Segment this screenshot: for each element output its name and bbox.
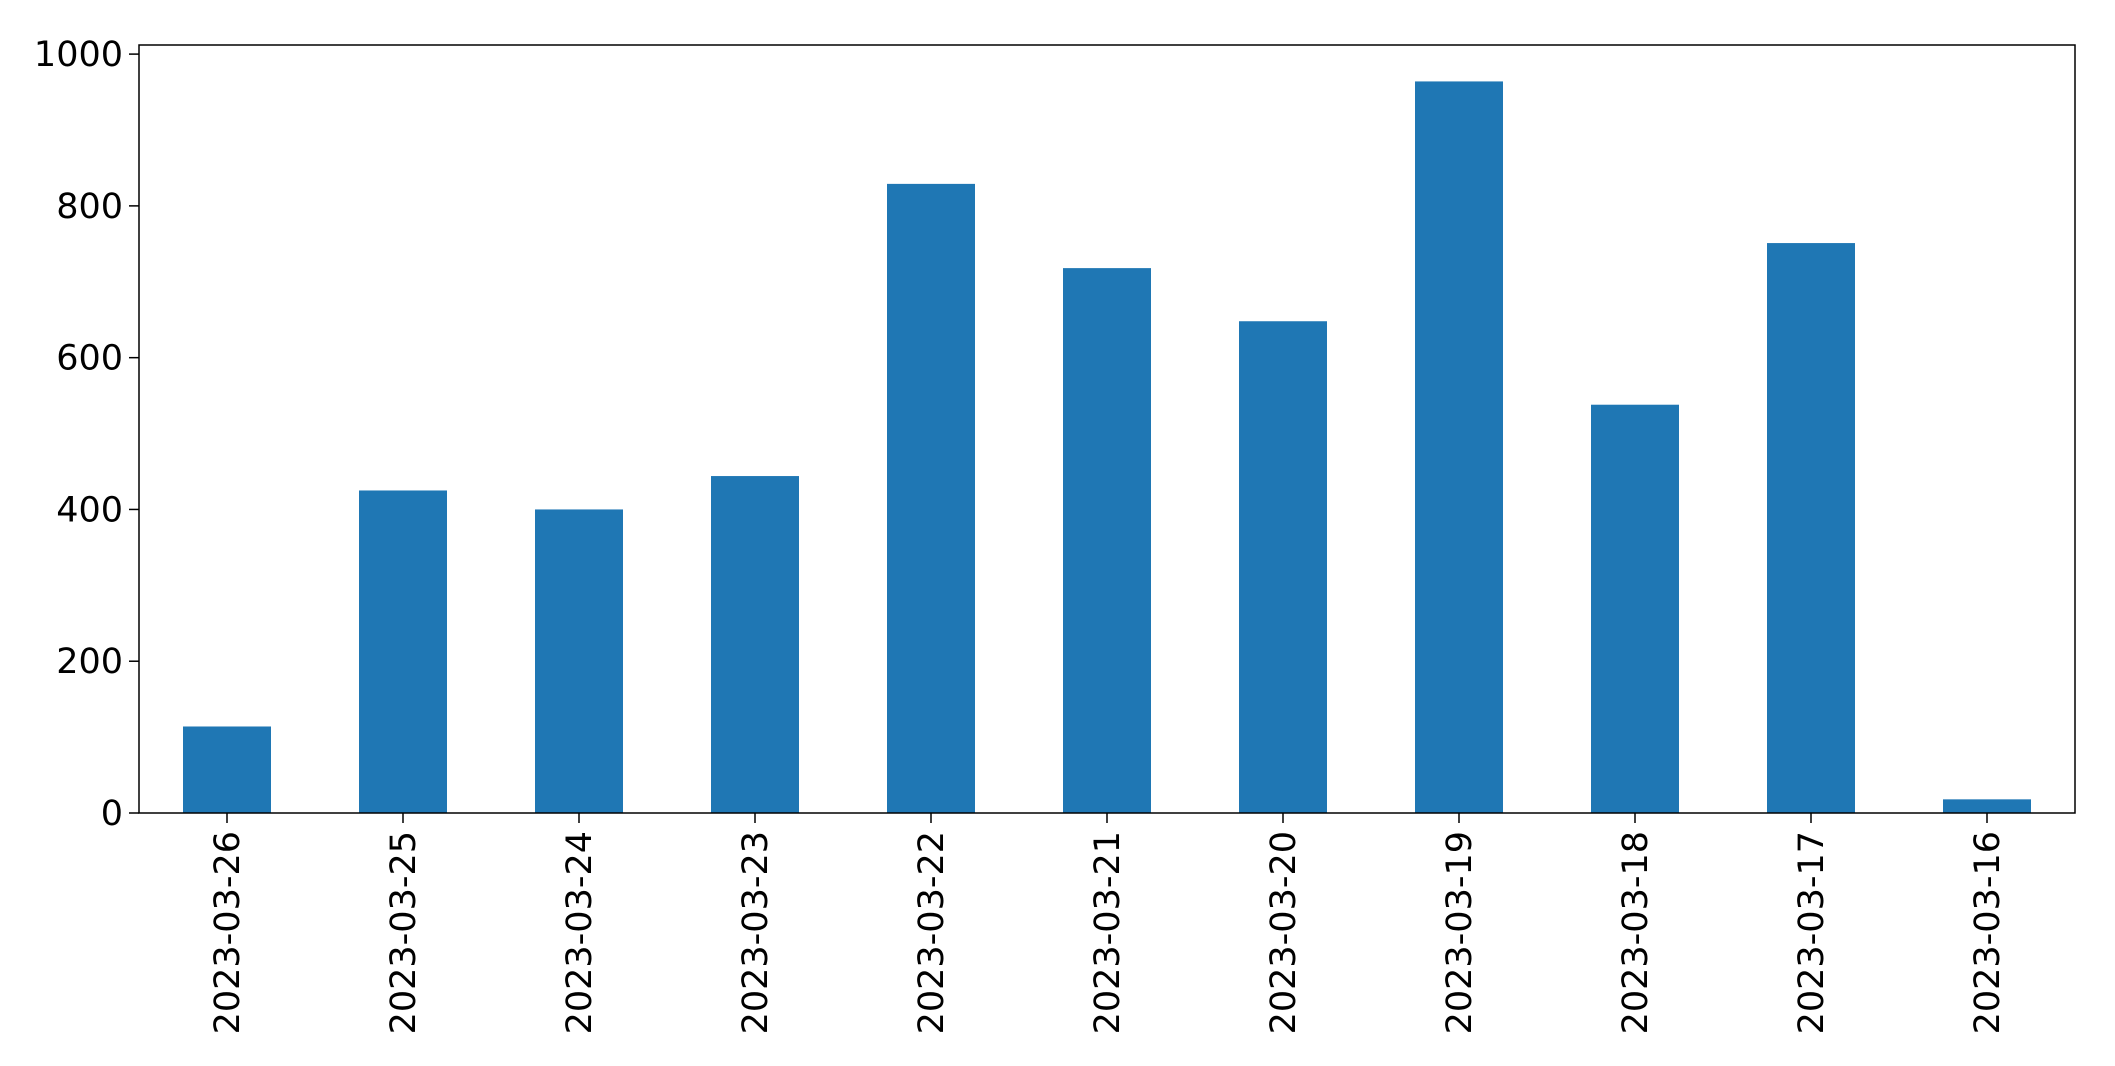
x-tick-label: 2023-03-20: [1264, 831, 1304, 1034]
y-tick-label: 200: [56, 642, 123, 682]
plot-frame: [138, 44, 2076, 814]
bar: [1767, 243, 1855, 813]
x-tick-label: 2023-03-22: [912, 831, 952, 1034]
y-tick-label: 0: [101, 794, 123, 834]
x-tick-label: 2023-03-16: [1968, 831, 2008, 1034]
x-tick-label: 2023-03-26: [208, 831, 248, 1034]
x-tick-label: 2023-03-18: [1616, 831, 1656, 1034]
y-tick-label: 600: [56, 339, 123, 379]
bar: [1063, 268, 1151, 813]
bar: [1591, 404, 1679, 813]
bar: [887, 183, 975, 814]
bar: [1415, 81, 1503, 813]
bar: [359, 490, 447, 813]
bar: [183, 726, 271, 813]
x-tick-label: 2023-03-23: [736, 831, 776, 1034]
bar: [711, 476, 799, 813]
bar: [1943, 799, 2031, 813]
x-tick-label: 2023-03-19: [1440, 831, 1480, 1034]
y-tick-label: 800: [56, 187, 123, 227]
y-tick-label: 1000: [34, 35, 123, 75]
bar: [535, 509, 623, 813]
y-tick-label: 400: [56, 490, 123, 530]
x-tick-label: 2023-03-24: [560, 831, 600, 1034]
x-tick-label: 2023-03-17: [1792, 831, 1832, 1034]
x-tick-label: 2023-03-21: [1088, 831, 1128, 1034]
bar: [1239, 321, 1327, 813]
x-tick-label: 2023-03-25: [384, 831, 424, 1034]
